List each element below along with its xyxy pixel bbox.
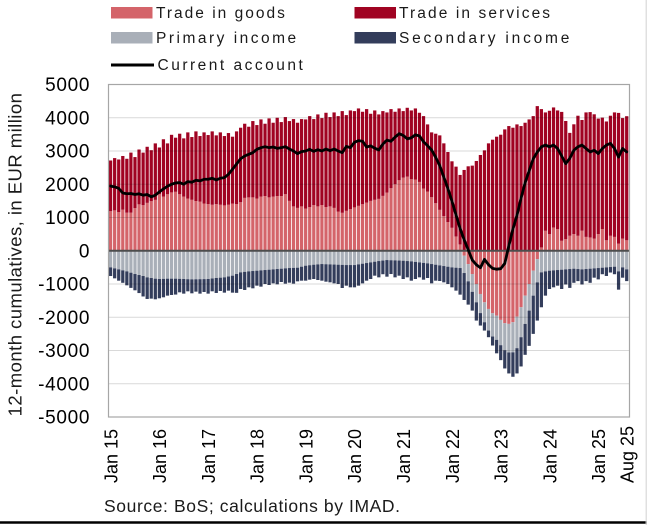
svg-text:Jan 20: Jan 20	[345, 429, 365, 483]
svg-text:4000: 4000	[45, 108, 90, 129]
svg-text:-2000: -2000	[38, 308, 90, 329]
svg-text:Jan 24: Jan 24	[540, 429, 560, 483]
svg-text:Trade in goods: Trade in goods	[156, 5, 287, 22]
svg-text:-5000: -5000	[38, 408, 90, 429]
svg-text:Jan 17: Jan 17	[199, 429, 219, 483]
svg-text:Aug 25: Aug 25	[618, 426, 638, 483]
svg-text:Jan 19: Jan 19	[296, 429, 316, 483]
svg-text:Jan 22: Jan 22	[443, 429, 463, 483]
svg-text:1000: 1000	[45, 208, 90, 229]
svg-text:Jan 21: Jan 21	[394, 429, 414, 483]
svg-text:Current account: Current account	[158, 57, 306, 74]
svg-text:Jan 15: Jan 15	[101, 429, 121, 483]
svg-text:12-month cumulatives, in EUR m: 12-month cumulatives, in EUR million	[5, 93, 26, 417]
svg-text:5000: 5000	[45, 75, 90, 96]
svg-text:-3000: -3000	[38, 341, 90, 362]
svg-text:2000: 2000	[45, 175, 90, 196]
svg-text:Jan 25: Jan 25	[589, 429, 609, 483]
svg-text:Source: BoS; calculations by I: Source: BoS; calculations by IMAD.	[104, 496, 401, 516]
svg-text:3000: 3000	[45, 142, 90, 163]
svg-text:Jan 16: Jan 16	[150, 429, 170, 483]
svg-text:Trade in services: Trade in services	[399, 5, 552, 22]
svg-text:Jan 23: Jan 23	[492, 429, 512, 483]
svg-text:0: 0	[79, 241, 90, 262]
svg-text:Secondary income: Secondary income	[399, 30, 572, 47]
svg-text:Primary income: Primary income	[156, 30, 299, 47]
svg-text:-1000: -1000	[38, 275, 90, 296]
svg-text:Jan 18: Jan 18	[248, 429, 268, 483]
svg-text:-4000: -4000	[38, 374, 90, 395]
